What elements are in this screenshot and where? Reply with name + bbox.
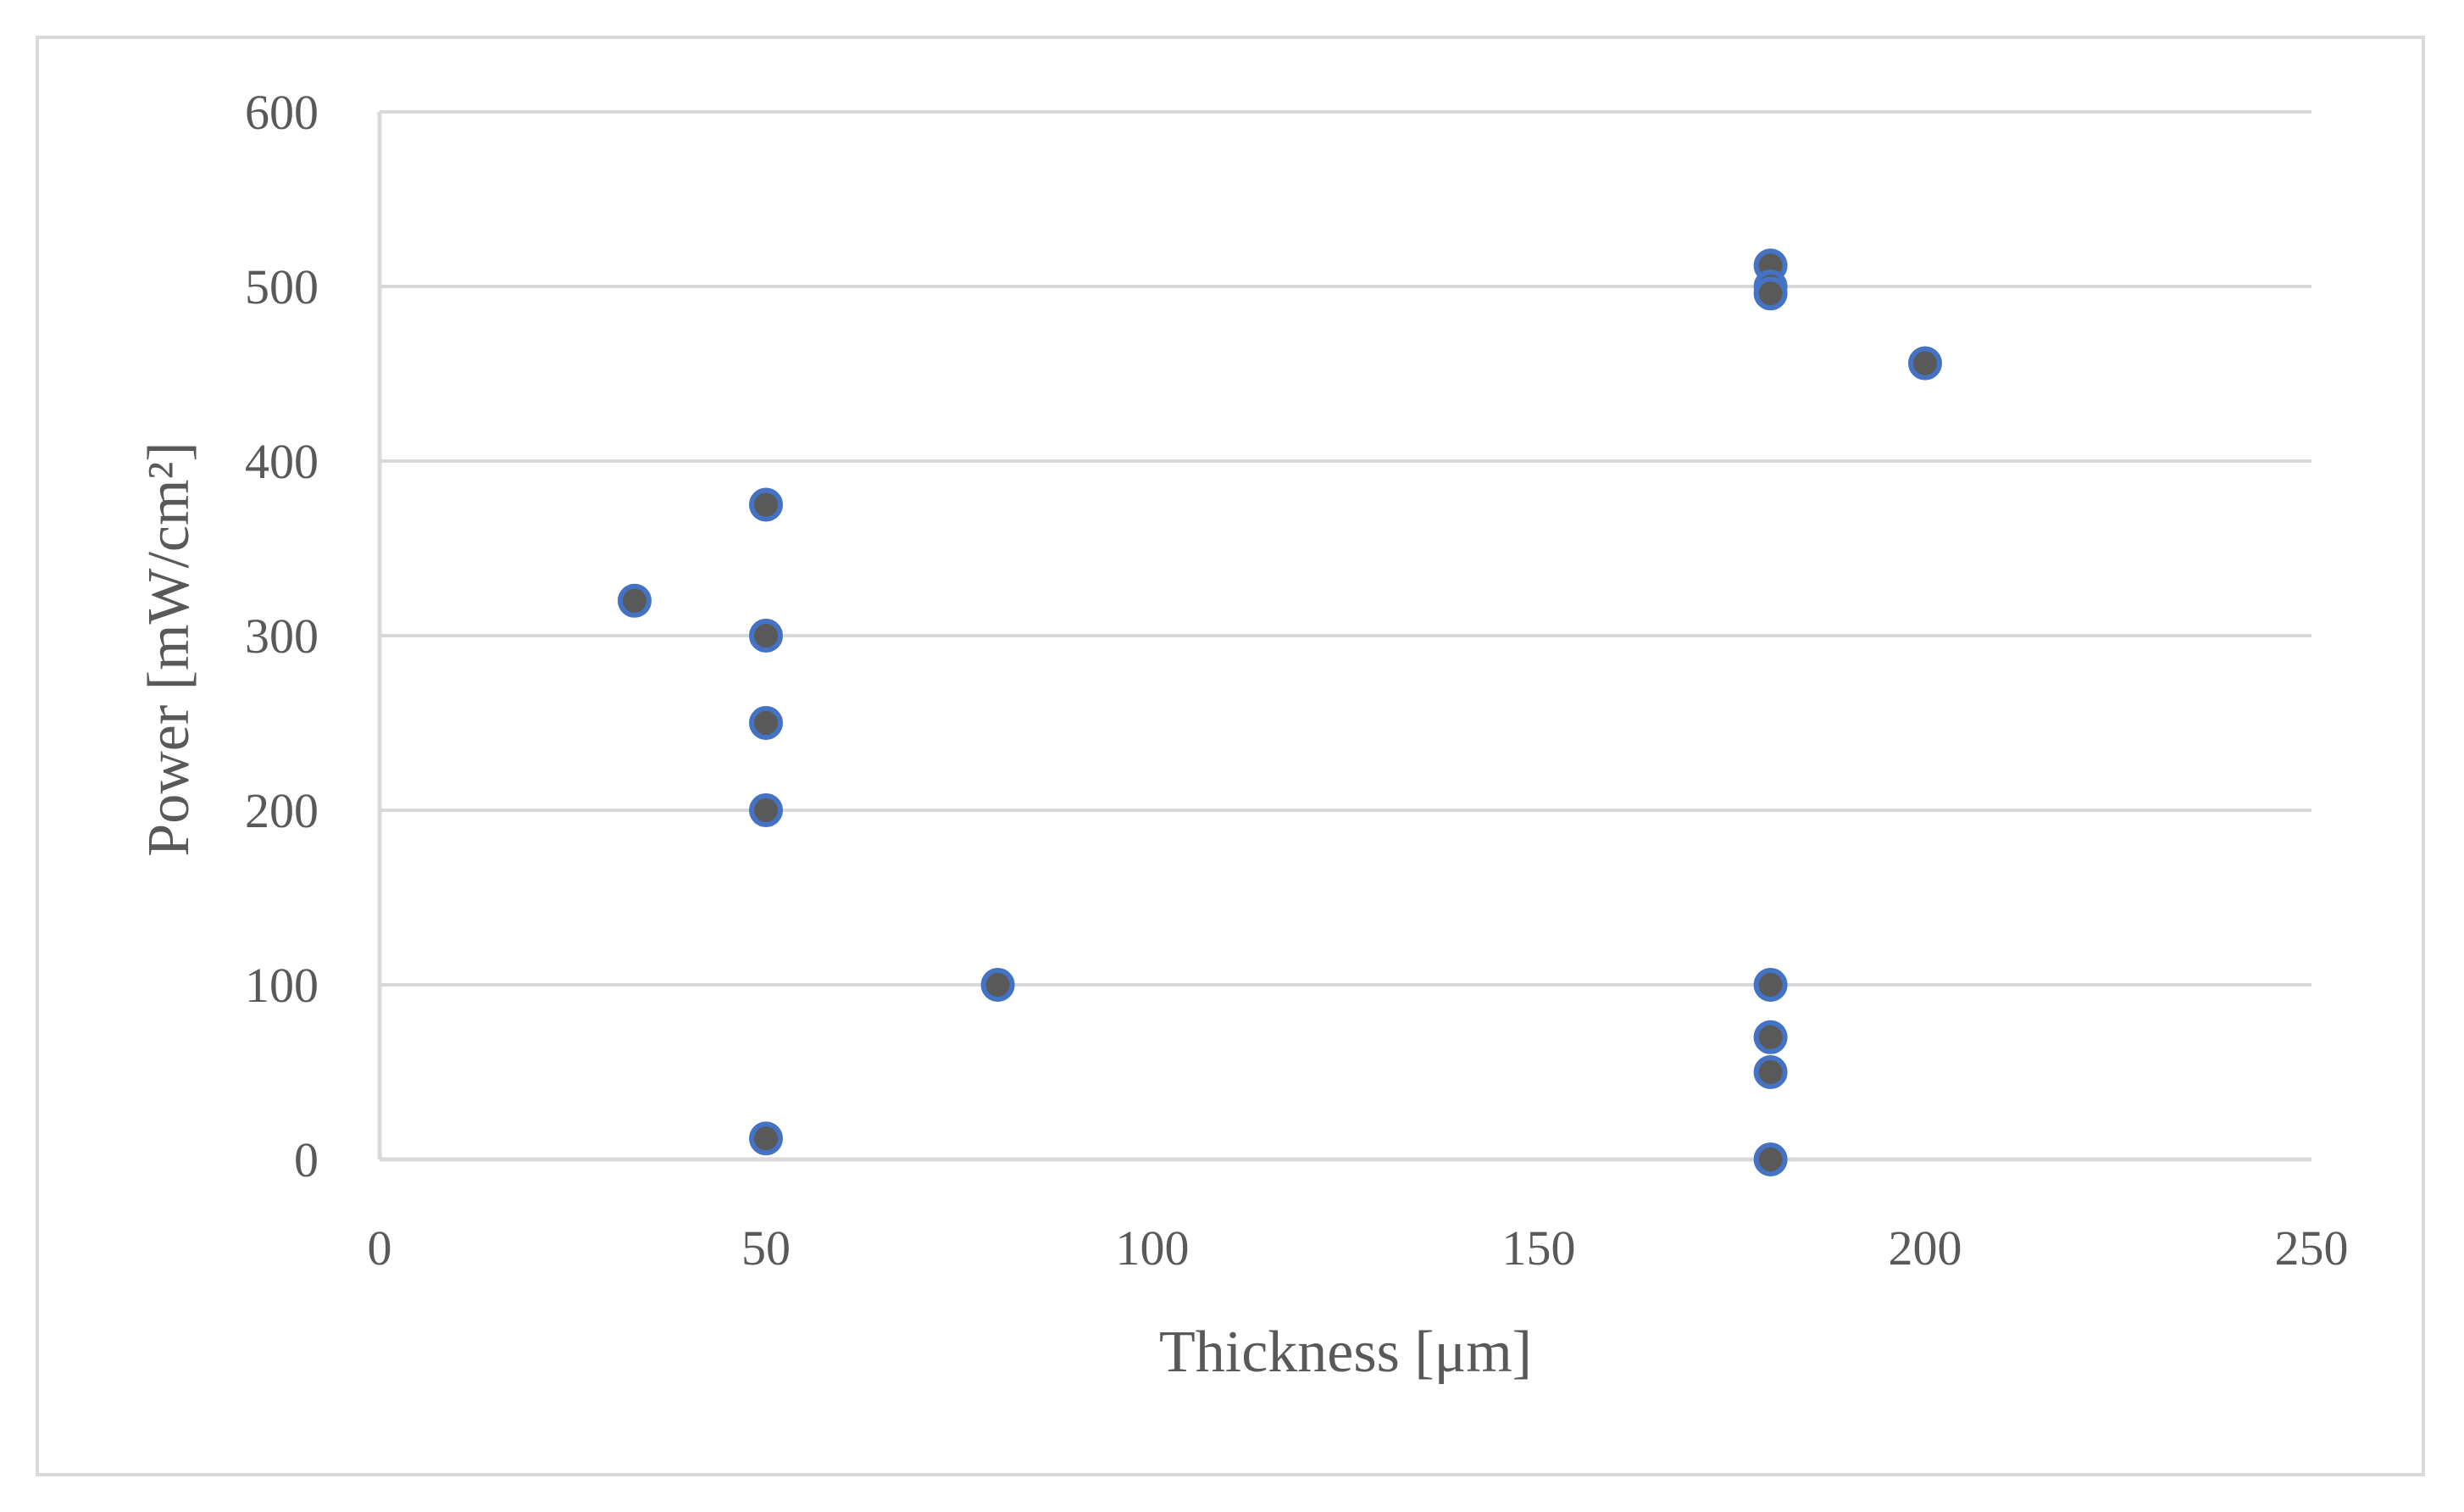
x-axis-title: Thickness [μm]: [1159, 1320, 1532, 1385]
x-tick-label: 250: [2275, 1220, 2349, 1276]
x-tick-label: 0: [368, 1220, 392, 1276]
y-tick-label: 100: [245, 958, 319, 1013]
y-tick-label: 0: [294, 1132, 319, 1187]
y-tick-label: 500: [245, 259, 319, 314]
data-point: [617, 583, 652, 618]
gridlines: [380, 110, 2311, 987]
data-point: [749, 793, 783, 827]
axes: [377, 112, 2311, 1162]
y-axis-tick-labels: 0 100 200 300 400 500 600: [245, 85, 319, 1187]
data-point: [1753, 1142, 1788, 1176]
x-tick-label: 100: [1116, 1220, 1190, 1276]
data-point: [1753, 968, 1788, 1002]
data-point: [749, 1121, 783, 1156]
y-axis-title: Power [mW/cm²]: [136, 442, 202, 856]
y-tick-label: 600: [245, 85, 319, 140]
data-point: [1753, 1055, 1788, 1089]
data-point: [749, 706, 783, 740]
y-tick-label: 300: [245, 609, 319, 664]
y-tick-label: 400: [245, 434, 319, 489]
data-point: [749, 619, 783, 653]
x-axis-tick-labels: 0 50 100 150 200 250: [368, 1220, 2349, 1276]
y-tick-label: 200: [245, 783, 319, 838]
data-point: [1908, 346, 1942, 381]
x-tick-label: 150: [1502, 1220, 1576, 1276]
data-point: [749, 487, 783, 522]
chart-frame: [36, 36, 2425, 1476]
data-point: [980, 968, 1015, 1002]
data-points: [617, 248, 1942, 1176]
data-point: [1753, 276, 1788, 311]
x-tick-label: 200: [1889, 1220, 1962, 1276]
x-tick-label: 50: [741, 1220, 791, 1276]
data-point: [1753, 1020, 1788, 1054]
